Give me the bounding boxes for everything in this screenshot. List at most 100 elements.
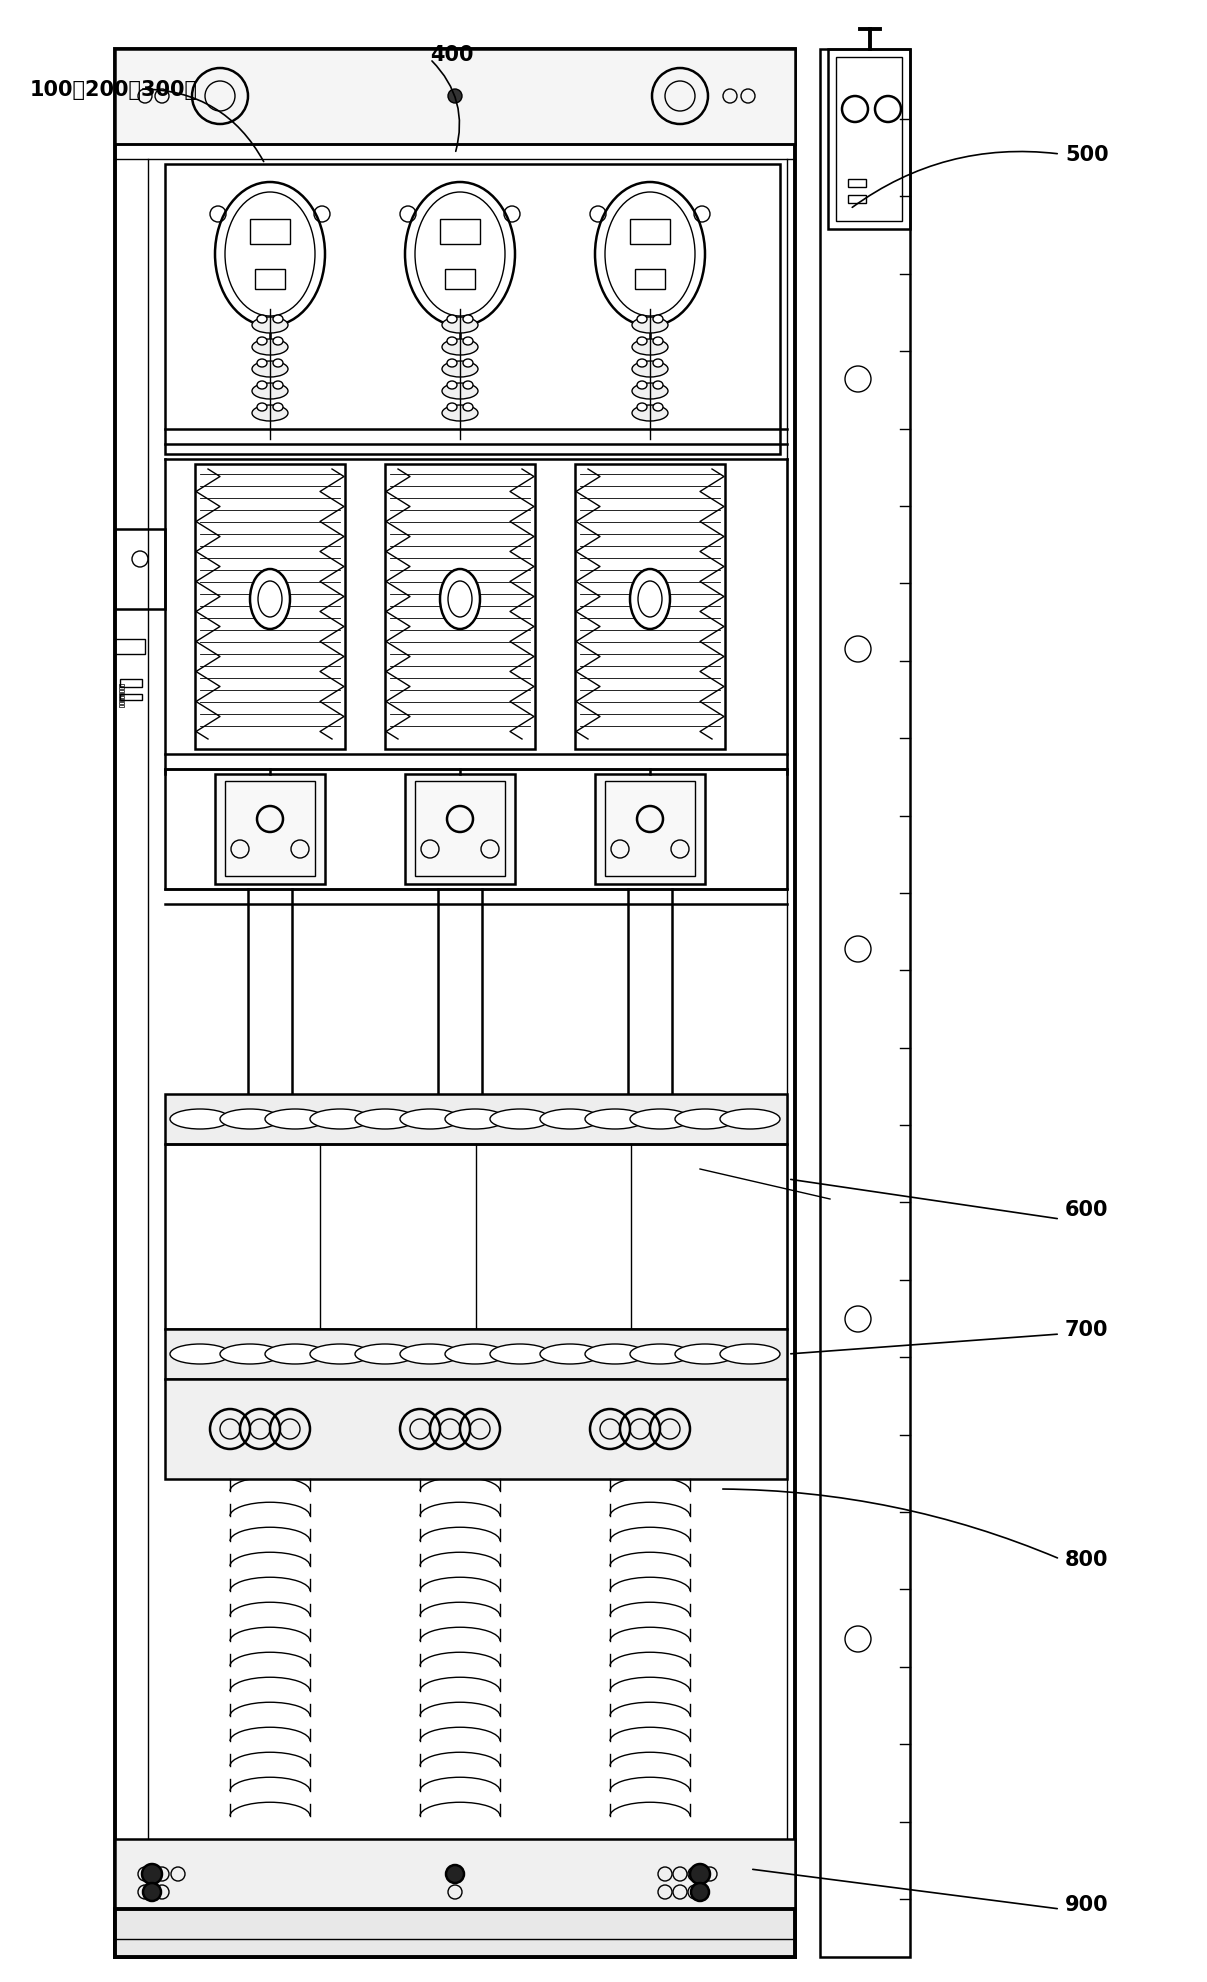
Bar <box>215 775 325 884</box>
Ellipse shape <box>266 1344 325 1364</box>
Bar <box>165 165 780 454</box>
Ellipse shape <box>490 1344 550 1364</box>
Ellipse shape <box>250 569 290 630</box>
Ellipse shape <box>170 1110 231 1130</box>
Bar <box>119 694 124 696</box>
Ellipse shape <box>540 1110 600 1130</box>
Bar <box>115 50 795 145</box>
Text: 500: 500 <box>1065 145 1108 165</box>
Ellipse shape <box>257 337 267 345</box>
Bar <box>119 700 124 702</box>
Bar <box>165 1144 787 1330</box>
Bar <box>605 781 695 876</box>
Bar <box>445 270 476 289</box>
Ellipse shape <box>400 1110 460 1130</box>
Ellipse shape <box>442 406 478 422</box>
Ellipse shape <box>442 363 478 379</box>
Ellipse shape <box>637 315 647 323</box>
Ellipse shape <box>463 361 473 369</box>
Bar <box>250 220 290 246</box>
Text: 700: 700 <box>1065 1320 1108 1340</box>
Bar <box>119 694 142 702</box>
Ellipse shape <box>355 1110 415 1130</box>
Ellipse shape <box>447 337 457 345</box>
Bar <box>196 464 345 749</box>
Ellipse shape <box>273 404 282 412</box>
Ellipse shape <box>721 1344 780 1364</box>
Bar <box>630 220 670 246</box>
Ellipse shape <box>252 317 288 333</box>
Ellipse shape <box>653 361 663 369</box>
Ellipse shape <box>215 182 325 327</box>
Bar <box>225 781 315 876</box>
Ellipse shape <box>632 363 667 379</box>
Ellipse shape <box>406 182 515 327</box>
Bar <box>820 50 910 1956</box>
Ellipse shape <box>463 383 473 390</box>
Bar <box>115 640 145 654</box>
Ellipse shape <box>266 1110 325 1130</box>
Bar <box>119 696 124 698</box>
Ellipse shape <box>310 1344 371 1364</box>
Ellipse shape <box>273 315 282 323</box>
Ellipse shape <box>632 406 667 422</box>
Ellipse shape <box>675 1344 735 1364</box>
Bar <box>115 529 165 610</box>
Circle shape <box>142 1863 162 1885</box>
Ellipse shape <box>585 1110 645 1130</box>
Ellipse shape <box>252 363 288 379</box>
Ellipse shape <box>252 385 288 400</box>
Circle shape <box>142 1883 161 1901</box>
Ellipse shape <box>490 1110 550 1130</box>
Ellipse shape <box>257 315 267 323</box>
Ellipse shape <box>630 569 670 630</box>
Ellipse shape <box>447 315 457 323</box>
Ellipse shape <box>445 1110 505 1130</box>
Text: 600: 600 <box>1065 1199 1108 1219</box>
Ellipse shape <box>442 385 478 400</box>
Ellipse shape <box>170 1344 231 1364</box>
Bar <box>441 220 480 246</box>
Ellipse shape <box>630 1344 690 1364</box>
Ellipse shape <box>252 339 288 357</box>
Bar <box>165 1379 787 1479</box>
Ellipse shape <box>463 404 473 412</box>
Bar <box>849 196 865 204</box>
Text: 400: 400 <box>430 46 473 65</box>
Ellipse shape <box>441 569 480 630</box>
Bar <box>415 781 505 876</box>
Bar <box>575 464 725 749</box>
Ellipse shape <box>442 317 478 333</box>
Ellipse shape <box>258 581 282 618</box>
Ellipse shape <box>637 337 647 345</box>
Ellipse shape <box>252 406 288 422</box>
Ellipse shape <box>220 1344 280 1364</box>
Bar <box>119 688 124 690</box>
Ellipse shape <box>273 383 282 390</box>
Ellipse shape <box>653 404 663 412</box>
Bar <box>115 1909 795 1956</box>
Ellipse shape <box>637 383 647 390</box>
Circle shape <box>690 1863 710 1885</box>
Ellipse shape <box>595 182 705 327</box>
Ellipse shape <box>675 1110 735 1130</box>
Ellipse shape <box>632 339 667 357</box>
Ellipse shape <box>632 385 667 400</box>
Ellipse shape <box>415 192 505 317</box>
Bar <box>406 775 515 884</box>
Circle shape <box>690 1883 709 1901</box>
Text: 800: 800 <box>1065 1550 1108 1570</box>
Ellipse shape <box>447 383 457 390</box>
Ellipse shape <box>257 383 267 390</box>
Ellipse shape <box>257 361 267 369</box>
Bar <box>828 50 910 230</box>
Circle shape <box>448 89 462 103</box>
Ellipse shape <box>653 383 663 390</box>
Ellipse shape <box>442 339 478 357</box>
Text: 900: 900 <box>1065 1895 1108 1915</box>
Circle shape <box>447 1865 463 1883</box>
Ellipse shape <box>273 361 282 369</box>
Ellipse shape <box>273 337 282 345</box>
Ellipse shape <box>448 581 472 618</box>
Ellipse shape <box>653 337 663 345</box>
